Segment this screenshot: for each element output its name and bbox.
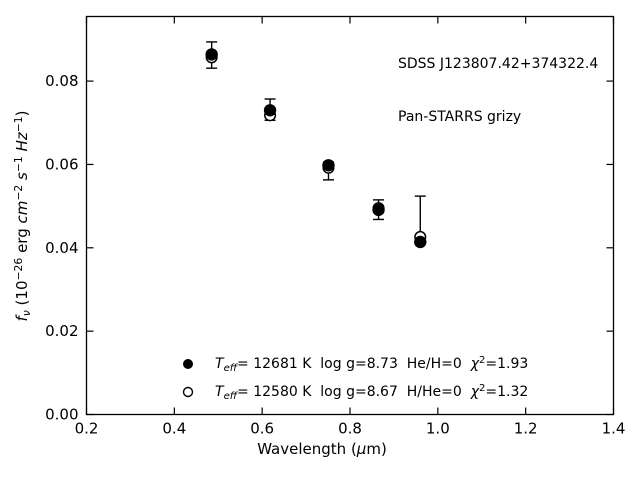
- annotation: SDSS J123807.42+374322.4 Pan-STARRS griz…: [398, 21, 598, 161]
- data-point-filled-y: [414, 235, 427, 249]
- legend-entry-h-model: Teff= 12580 K log g=8.67 H/He=0 χ2=1.32: [180, 378, 528, 406]
- legend-label-h-model: Teff= 12580 K log g=8.67 H/He=0 χ2=1.32: [215, 383, 529, 402]
- y-tick-label: 0.08: [45, 72, 78, 90]
- y-tick-label: 0.00: [45, 406, 78, 424]
- x-tick-label: 0.6: [250, 420, 274, 438]
- x-tick-label: 0.2: [75, 420, 99, 438]
- filled-circle-icon: [183, 359, 193, 369]
- annotation-survey: Pan-STARRS grizy: [398, 108, 522, 125]
- y-tick-label: 0.06: [45, 155, 78, 173]
- x-tick-label: 1.4: [602, 420, 626, 438]
- legend: Teff= 12681 K log g=8.73 He/H=0 χ2=1.93 …: [180, 350, 528, 406]
- open-circle-icon: [182, 386, 194, 398]
- y-axis-label: fν (10−26 erg cm−2 s−1 Hz−1): [12, 110, 34, 322]
- data-point-filled-i: [322, 159, 335, 172]
- x-axis-label: Wavelength (μm): [257, 440, 387, 458]
- y-tick-label: 0.04: [45, 239, 78, 257]
- legend-label-he-model: Teff= 12681 K log g=8.73 He/H=0 χ2=1.93: [215, 355, 529, 374]
- annotation-object-name: SDSS J123807.42+374322.4: [398, 56, 599, 72]
- x-tick-label: 1.0: [426, 420, 450, 438]
- data-point-filled-z: [372, 203, 385, 217]
- data-point-filled-g: [205, 48, 218, 61]
- y-tick-label: 0.02: [45, 322, 78, 340]
- data-point-filled-r: [263, 104, 277, 117]
- legend-entry-he-model: Teff= 12681 K log g=8.73 He/H=0 χ2=1.93: [180, 350, 528, 378]
- x-tick-label: 1.2: [514, 420, 538, 438]
- x-tick-label: 0.8: [338, 420, 362, 438]
- x-tick-label: 0.4: [162, 420, 186, 438]
